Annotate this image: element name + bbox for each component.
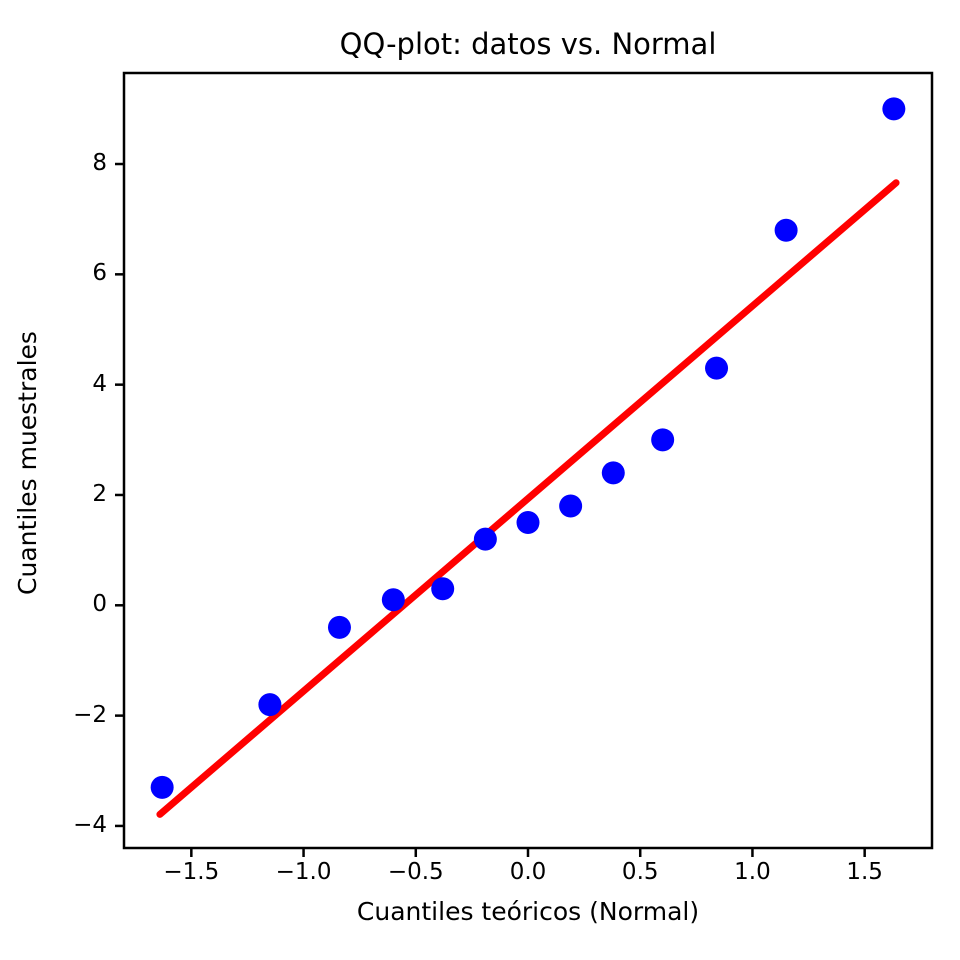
y-tick-label: 4 <box>92 370 107 397</box>
y-tick-label: −2 <box>73 701 107 728</box>
data-point <box>381 588 405 612</box>
data-point <box>559 494 583 518</box>
y-tick-label: 6 <box>92 260 107 287</box>
x-tick-label: −1.5 <box>163 859 220 885</box>
fit-line <box>156 179 900 818</box>
data-point <box>882 97 906 121</box>
data-point <box>651 428 675 452</box>
y-tick-label: −4 <box>73 812 107 839</box>
x-axis-label: Cuantiles teóricos (Normal) <box>356 897 700 926</box>
y-tick-label: 2 <box>92 481 107 508</box>
x-tick-label: 1.0 <box>734 859 771 885</box>
x-tick-label: −1.0 <box>275 859 332 885</box>
x-tick-label: 0.0 <box>509 859 547 885</box>
chart-title: QQ-plot: datos vs. Normal <box>339 27 717 61</box>
y-tick-label: 0 <box>92 591 107 618</box>
data-point <box>150 775 174 799</box>
data-point <box>516 511 540 535</box>
data-point <box>774 218 798 242</box>
data-point <box>431 577 455 601</box>
y-tick-label: 8 <box>92 150 107 177</box>
data-point <box>258 693 282 717</box>
data-point <box>601 461 625 485</box>
x-tick-label: 0.5 <box>621 859 659 885</box>
data-point <box>327 615 351 639</box>
plot-border <box>122 71 934 850</box>
data-point <box>473 527 497 551</box>
x-tick-label: 1.5 <box>846 859 883 885</box>
data-point <box>705 356 729 380</box>
x-tick-label: −0.5 <box>387 859 444 885</box>
